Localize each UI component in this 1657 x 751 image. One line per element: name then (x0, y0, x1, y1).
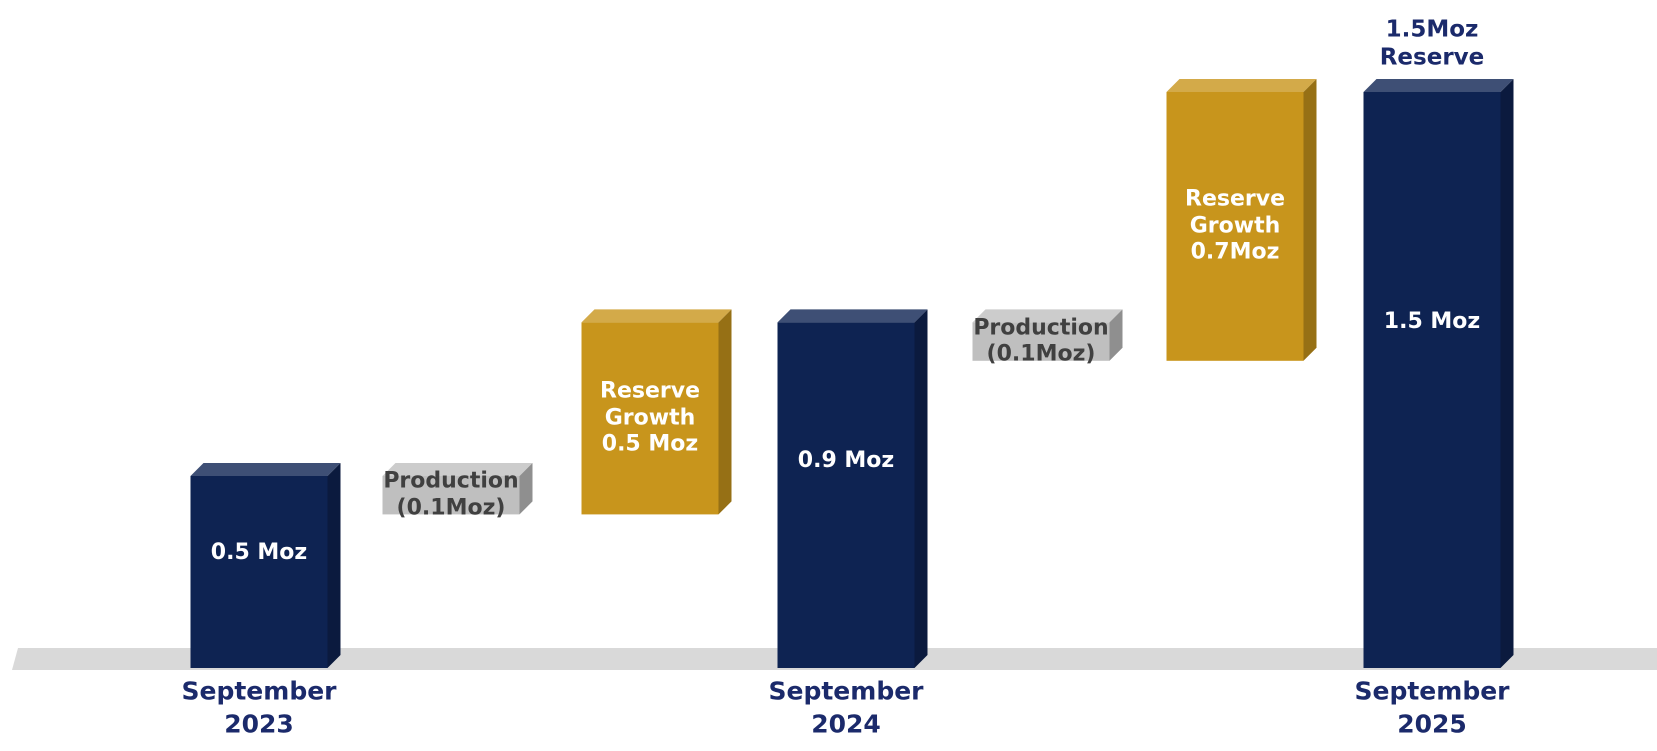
bar-side (1500, 79, 1514, 668)
bar-top (1363, 79, 1514, 92)
x-tick-label: September 2024 (768, 676, 924, 739)
bar (581, 322, 719, 515)
bar-side (1109, 309, 1123, 361)
bar-side (914, 309, 928, 668)
bar-top (382, 463, 533, 476)
x-tick-label: September 2023 (181, 676, 337, 739)
data-label: Production (0.1Moz) (383, 468, 519, 521)
data-label: Production (0.1Moz) (973, 315, 1109, 367)
bar-top (581, 309, 732, 323)
data-label: 0.9 Moz (797, 447, 895, 473)
bar (972, 322, 1110, 361)
data-label: 0.5 Moz (210, 539, 308, 565)
bar-top (777, 309, 928, 323)
bar (1166, 92, 1304, 361)
data-label: Reserve Growth 0.7Moz (1185, 186, 1285, 265)
bar-side (327, 463, 341, 668)
bar (777, 322, 915, 668)
bar-side (519, 463, 533, 515)
annotation: 1.5Moz Reserve (1379, 16, 1485, 70)
bar-top (190, 463, 341, 476)
bar-top (1166, 79, 1317, 92)
x-tick-label: September 2025 (1354, 676, 1510, 739)
bar (382, 476, 520, 515)
bar-side (718, 309, 732, 515)
bar (1363, 92, 1501, 668)
bar (190, 476, 328, 668)
data-label: Reserve Growth 0.5 Moz (600, 378, 700, 457)
bar-side (1303, 79, 1317, 361)
bar-top (972, 309, 1123, 323)
data-label: 1.5 Moz (1383, 309, 1481, 335)
